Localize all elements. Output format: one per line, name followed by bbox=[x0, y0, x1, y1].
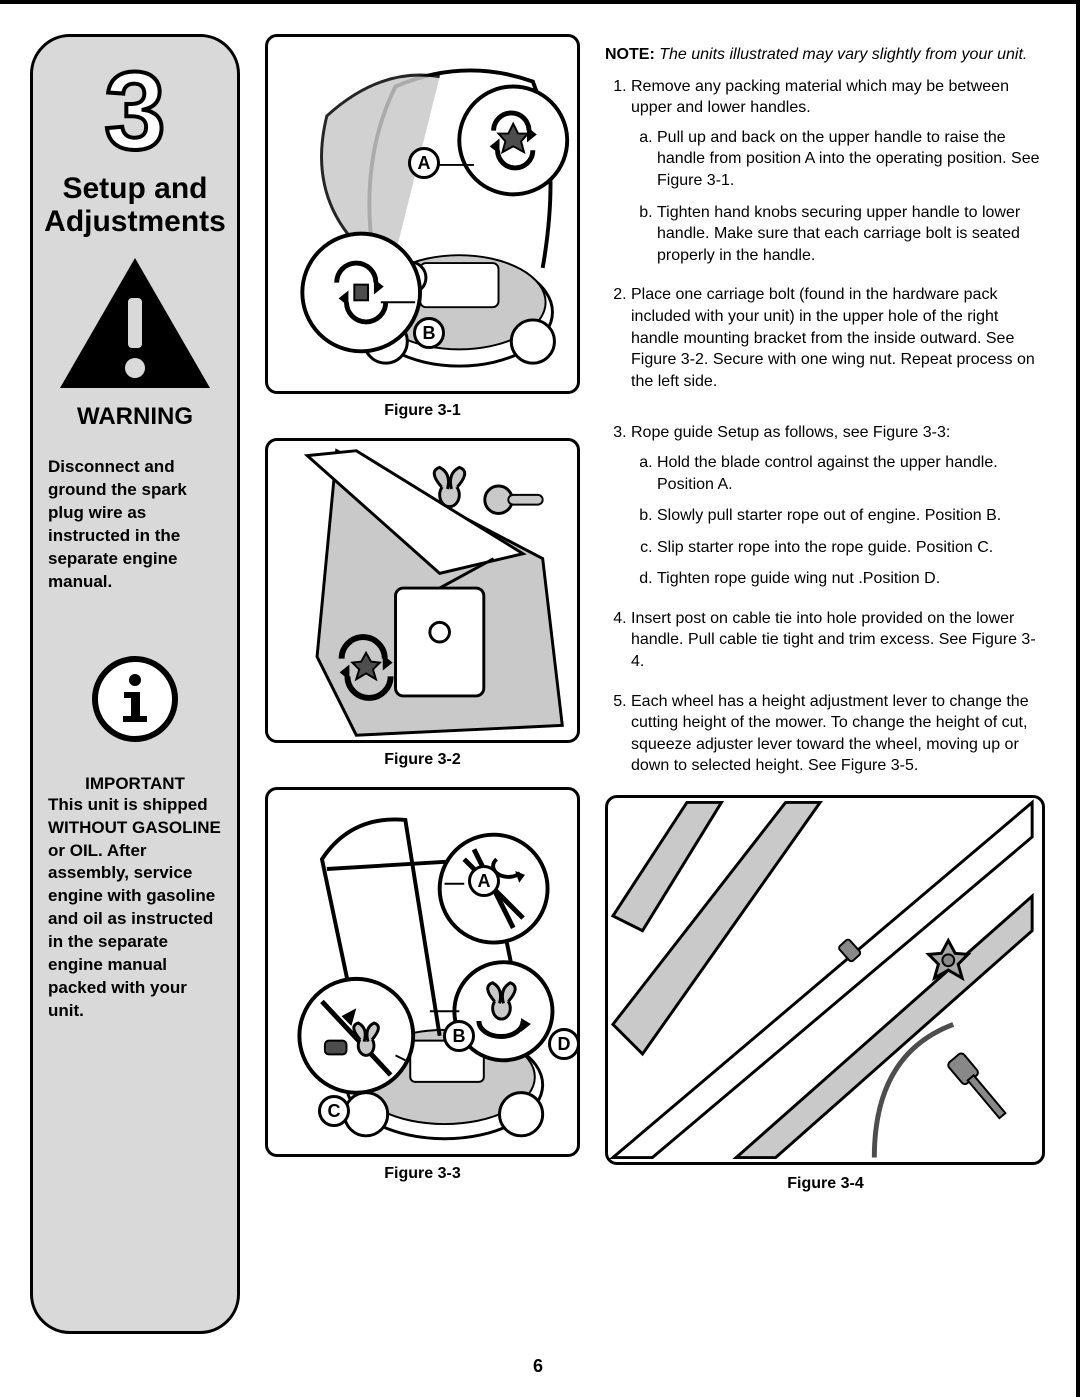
callout-b: B bbox=[413, 317, 445, 349]
figure-3-4-caption: Figure 3-4 bbox=[605, 1173, 1046, 1195]
important-label: IMPORTANT bbox=[48, 774, 222, 794]
instruction-item: Insert post on cable tie into hole provi… bbox=[631, 608, 1046, 673]
instruction-item: Rope guide Setup as follows, see Figure … bbox=[631, 422, 1046, 590]
figure-3-3-illustration bbox=[268, 787, 577, 1157]
instruction-sublist: Hold the blade control against the upper… bbox=[631, 452, 1046, 590]
instruction-item: Each wheel has a height adjustment lever… bbox=[631, 691, 1046, 777]
important-text: This unit is shipped WITHOUT GASOLINE or… bbox=[48, 794, 222, 1023]
callout-d: D bbox=[548, 1028, 580, 1060]
figure-3-1: A B bbox=[265, 34, 580, 394]
warning-text: Disconnect and ground the spark plug wir… bbox=[48, 456, 222, 594]
instruction-subitem: Tighten hand knobs securing upper handle… bbox=[657, 202, 1046, 267]
callout-c: C bbox=[318, 1095, 350, 1127]
chapter-number: 3 bbox=[104, 57, 165, 167]
page-number: 6 bbox=[0, 1356, 1076, 1377]
figure-3-4 bbox=[605, 795, 1045, 1165]
instruction-text: Remove any packing material which may be… bbox=[631, 78, 1009, 117]
callout-b: B bbox=[443, 1020, 475, 1052]
instruction-item: Remove any packing material which may be… bbox=[631, 76, 1046, 267]
note-text: The units illustrated may vary slightly … bbox=[659, 46, 1027, 63]
warning-triangle-icon bbox=[55, 253, 215, 393]
note-block: NOTE: The units illustrated may vary sli… bbox=[605, 44, 1046, 66]
figure-3-2-caption: Figure 3-2 bbox=[384, 751, 460, 769]
page-content: 3 Setup and Adjustments WARNING Disconne… bbox=[30, 34, 1046, 1334]
instruction-subitem: Hold the blade control against the upper… bbox=[657, 452, 1046, 495]
instruction-text: Rope guide Setup as follows, see Figure … bbox=[631, 424, 950, 441]
figure-3-2-illustration bbox=[268, 438, 577, 743]
section-title: Setup and Adjustments bbox=[44, 172, 226, 238]
manual-page: 3 Setup and Adjustments WARNING Disconne… bbox=[0, 0, 1080, 1397]
note-label: NOTE: bbox=[605, 46, 655, 63]
info-icon bbox=[90, 654, 180, 744]
figure-3-3: A B C D bbox=[265, 787, 580, 1157]
instruction-item: Place one carriage bolt (found in the ha… bbox=[631, 284, 1046, 392]
instruction-sublist: Pull up and back on the upper handle to … bbox=[631, 127, 1046, 267]
figures-column: A B Figure 3-1 bbox=[255, 34, 590, 1334]
sidebar-panel: 3 Setup and Adjustments WARNING Disconne… bbox=[30, 34, 240, 1334]
instructions-column: NOTE: The units illustrated may vary sli… bbox=[605, 34, 1046, 1334]
figure-3-4-illustration bbox=[608, 795, 1042, 1165]
instruction-subitem: Slip starter rope into the rope guide. P… bbox=[657, 537, 1046, 559]
figure-3-1-caption: Figure 3-1 bbox=[384, 402, 460, 420]
instruction-subitem: Tighten rope guide wing nut .Position D. bbox=[657, 568, 1046, 590]
instruction-list: Remove any packing material which may be… bbox=[605, 76, 1046, 777]
figure-3-2 bbox=[265, 438, 580, 743]
instruction-subitem: Slowly pull starter rope out of engine. … bbox=[657, 505, 1046, 527]
callout-a: A bbox=[408, 147, 440, 179]
figure-3-3-caption: Figure 3-3 bbox=[384, 1165, 460, 1183]
warning-label: WARNING bbox=[77, 403, 193, 431]
callout-a: A bbox=[468, 865, 500, 897]
instruction-subitem: Pull up and back on the upper handle to … bbox=[657, 127, 1046, 192]
